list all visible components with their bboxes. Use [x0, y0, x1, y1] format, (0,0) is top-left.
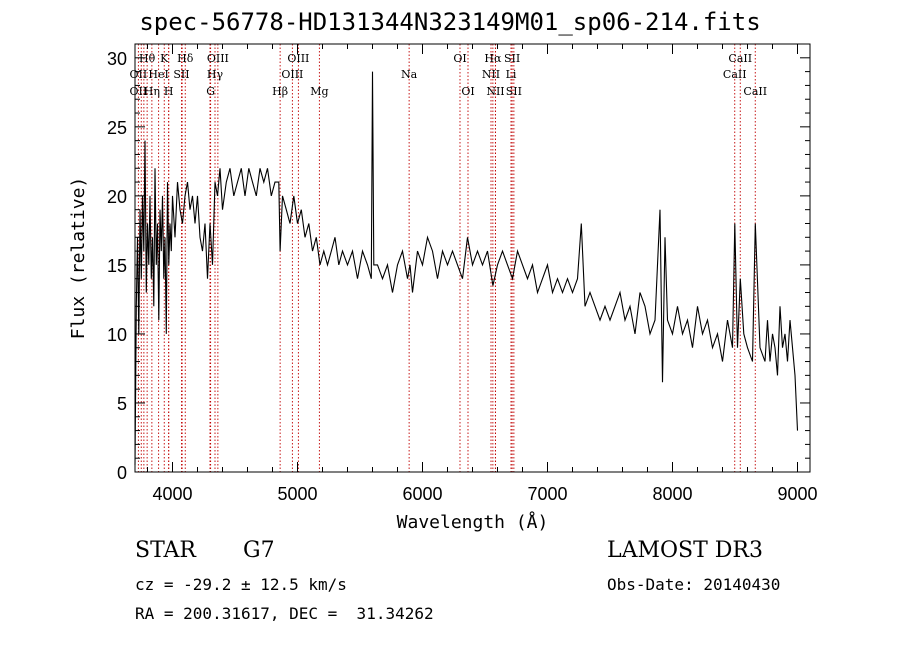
- survey-name: LAMOST DR3: [607, 538, 763, 563]
- line-label: SII: [506, 85, 522, 98]
- x-tick-label: 8000: [652, 484, 692, 504]
- line-label: NII: [482, 68, 500, 81]
- line-label: K: [160, 52, 169, 65]
- y-axis-label: Flux (relative): [68, 177, 89, 340]
- line-label: Hθ: [139, 52, 156, 65]
- y-axis-ticks: 0 5 10 15 20 25 30: [107, 49, 810, 483]
- y-tick-label: 25: [107, 118, 127, 138]
- line-label: OIII: [207, 52, 229, 65]
- line-label: Hδ: [177, 52, 194, 65]
- spectrum-series: [134, 71, 799, 466]
- coordinates-readout: RA = 200.31617, DEC = 31.34262: [135, 604, 434, 623]
- line-label: OII: [130, 68, 148, 81]
- object-type: STAR: [135, 538, 196, 563]
- line-label: Li: [506, 68, 517, 81]
- line-label: OI: [453, 52, 466, 65]
- line-label: HeI: [148, 68, 168, 81]
- line-label: NII: [486, 85, 504, 98]
- observation-date: Obs-Date: 20140430: [607, 575, 781, 594]
- line-label: Hη: [144, 85, 160, 98]
- y-tick-label: 0: [117, 463, 127, 483]
- x-tick-label: 4000: [152, 484, 192, 504]
- line-label: SII: [504, 52, 520, 65]
- subclass: G7: [243, 538, 275, 563]
- line-label: Hβ: [272, 85, 288, 98]
- x-tick-label: 5000: [277, 484, 317, 504]
- plot-frame: [134, 43, 811, 473]
- line-label: OIII: [287, 52, 309, 65]
- y-tick-label: 15: [107, 256, 127, 276]
- line-label: CaII: [728, 52, 752, 65]
- chart-title: spec-56778-HD131344N323149M01_sp06-214.f…: [139, 8, 761, 36]
- line-label: Hγ: [207, 68, 224, 81]
- x-tick-label: 6000: [402, 484, 442, 504]
- y-tick-label: 30: [107, 49, 127, 69]
- x-tick-label: 7000: [527, 484, 567, 504]
- line-label: OIII: [281, 68, 303, 81]
- line-label: G: [206, 85, 215, 98]
- x-tick-label: 9000: [777, 484, 817, 504]
- line-label: CaII: [743, 85, 767, 98]
- line-label: Mg: [310, 85, 328, 98]
- line-label: SII: [173, 68, 189, 81]
- redshift-readout: cz = -29.2 ± 12.5 km/s: [135, 575, 347, 594]
- line-label: OI: [461, 85, 474, 98]
- x-axis-label: Wavelength (Å): [397, 511, 549, 533]
- line-label: H: [164, 85, 174, 98]
- line-label: OII: [130, 85, 148, 98]
- y-tick-label: 10: [107, 325, 127, 345]
- y-tick-label: 5: [117, 394, 127, 414]
- y-tick-label: 20: [107, 187, 127, 207]
- line-label: CaII: [723, 68, 747, 81]
- line-label: Na: [401, 68, 418, 81]
- line-label: Hα: [484, 52, 502, 65]
- x-axis-ticks: 4000 5000 6000 7000 8000 9000: [147, 44, 818, 504]
- spectral-line-markers: [137, 44, 756, 472]
